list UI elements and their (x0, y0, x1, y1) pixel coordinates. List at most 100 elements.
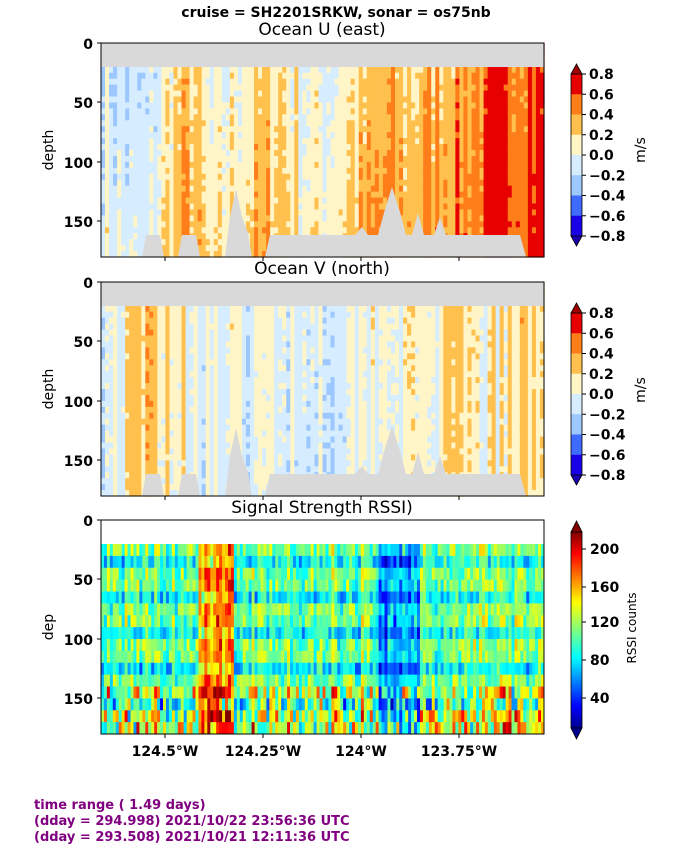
velocity-cell (338, 126, 344, 133)
velocity-cell (258, 179, 263, 187)
velocity-cell (137, 430, 142, 438)
velocity-cell (527, 155, 533, 163)
velocity-cell (419, 203, 424, 211)
velocity-cell (330, 120, 336, 127)
velocity-cell (133, 430, 138, 438)
velocity-cell (245, 102, 251, 109)
velocity-cell (278, 126, 283, 133)
panel-u-colorbar: 0.80.60.40.20.0−0.2−0.4−0.6−0.8 (570, 63, 626, 247)
velocity-cell (451, 197, 456, 205)
velocity-cell (213, 120, 219, 127)
velocity-cell (366, 155, 372, 163)
velocity-cell (302, 209, 307, 216)
velocity-cell (109, 484, 114, 491)
velocity-cell (229, 197, 235, 205)
velocity-cell (531, 144, 537, 151)
velocity-cell (390, 185, 396, 193)
velocity-cell (531, 72, 537, 80)
velocity-cell (290, 144, 295, 151)
velocity-cell (262, 221, 267, 228)
velocity-cell (366, 197, 372, 205)
velocity-cell (125, 179, 130, 187)
velocity-cell (346, 138, 352, 145)
panel-u-y-axis: 0 50 100 150 (64, 37, 101, 231)
velocity-cell (137, 96, 142, 104)
velocity-cell (431, 90, 436, 98)
velocity-cell (153, 371, 158, 378)
velocity-cell (105, 311, 110, 319)
velocity-cell (121, 335, 126, 343)
velocity-cell (177, 394, 183, 402)
velocity-cell (153, 209, 158, 216)
velocity-cell (125, 90, 130, 98)
velocity-cell (407, 120, 412, 127)
velocity-cell (157, 424, 163, 432)
velocity-cell (431, 102, 436, 109)
velocity-cell (483, 209, 489, 216)
velocity-cell (411, 197, 416, 205)
velocity-cell (145, 383, 150, 390)
velocity-cell (117, 132, 122, 139)
velocity-cell (415, 120, 420, 127)
velocity-cell (419, 66, 424, 74)
velocity-cell (386, 185, 392, 193)
velocity-cell (101, 78, 106, 86)
velocity-cell (109, 185, 114, 193)
velocity-cell (137, 454, 142, 461)
velocity-cell (145, 353, 150, 360)
velocity-cell (225, 161, 231, 169)
velocity-cell (318, 144, 324, 151)
velocity-cell (181, 341, 187, 348)
velocity-cell (245, 138, 251, 145)
u-colorbar-segment (571, 74, 582, 95)
velocity-cell (193, 448, 199, 455)
velocity-cell (483, 102, 489, 109)
velocity-cell (350, 78, 356, 86)
velocity-cell (270, 126, 275, 133)
velocity-cell (346, 126, 352, 133)
velocity-cell (326, 203, 332, 211)
velocity-cell (157, 353, 163, 360)
velocity-cell (286, 96, 291, 104)
velocity-cell (250, 239, 255, 246)
velocity-cell (153, 108, 158, 115)
velocity-cell (471, 114, 477, 121)
velocity-cell (431, 138, 436, 145)
velocity-cell (137, 215, 142, 222)
velocity-cell (539, 227, 545, 234)
velocity-cell (145, 191, 150, 199)
velocity-cell (201, 215, 207, 222)
velocity-cell (519, 90, 525, 98)
velocity-cell (129, 478, 134, 485)
velocity-cell (169, 96, 175, 104)
velocity-cell (374, 209, 380, 216)
velocity-cell (149, 460, 154, 467)
panel-u-colorbar-label: m/s (633, 137, 649, 163)
velocity-cell (157, 120, 163, 127)
velocity-cell (169, 114, 175, 121)
velocity-cell (141, 329, 146, 337)
velocity-cell (286, 185, 291, 193)
velocity-cell (286, 114, 291, 121)
velocity-cell (431, 126, 436, 133)
velocity-cell (346, 78, 352, 86)
velocity-cell (109, 120, 114, 127)
velocity-cell (535, 227, 541, 234)
velocity-cell (109, 317, 114, 325)
velocity-cell (201, 239, 207, 246)
velocity-cell (435, 144, 440, 151)
velocity-cell (245, 84, 251, 92)
velocity-cell (109, 78, 114, 86)
velocity-cell (185, 335, 191, 343)
velocity-cell (181, 209, 187, 216)
velocity-cell (177, 108, 183, 115)
velocity-cell (173, 209, 179, 216)
velocity-cell (225, 132, 231, 139)
velocity-cell (181, 460, 187, 467)
velocity-cell (270, 227, 275, 234)
velocity-cell (386, 84, 392, 92)
velocity-cell (531, 120, 537, 127)
velocity-cell (189, 66, 195, 74)
velocity-cell (133, 383, 138, 390)
velocity-cell (201, 185, 207, 193)
